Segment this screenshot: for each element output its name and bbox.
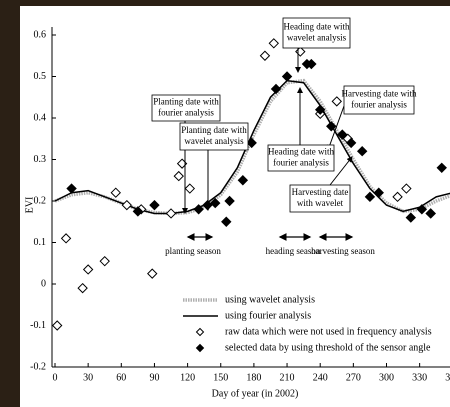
x-tick-label: 240: [313, 372, 328, 383]
annotation-text: fourier analysis: [273, 158, 329, 168]
x-tick-label: 0: [53, 372, 58, 383]
x-tick-label: 180: [246, 372, 261, 383]
x-tick-label: 270: [346, 372, 361, 383]
y-tick-label: 0.1: [34, 237, 47, 248]
annotation-text: wavelet analysis: [184, 136, 244, 146]
annotation-text: Planting date with: [153, 97, 219, 107]
y-tick-label: 0.3: [34, 154, 47, 165]
annotation-text: fourier analysis: [351, 100, 407, 110]
season-label: planting season: [165, 246, 221, 256]
annotation-text: Planting date with: [181, 125, 247, 135]
x-tick-label: 90: [149, 372, 159, 383]
annotation-text: fourier analysis: [158, 108, 214, 118]
x-tick-label: 300: [379, 372, 394, 383]
x-tick-label: 330: [412, 372, 427, 383]
x-tick-label: 360: [445, 372, 450, 383]
annotation-text: wavelet analysis: [287, 33, 347, 43]
y-tick-label: 0.6: [34, 29, 47, 40]
y-tick-label: 0.4: [34, 112, 47, 123]
legend-label: raw data which were not used in frequenc…: [225, 326, 432, 337]
x-tick-label: 30: [83, 372, 93, 383]
legend-label: using wavelet analysis: [225, 294, 315, 305]
legend-label: using fourier analysis: [225, 310, 311, 321]
annotation-text: with wavelet: [297, 198, 344, 208]
page: Day of year (in 2002) EVI 03060901201501…: [0, 0, 450, 407]
chart: Day of year (in 2002) EVI 03060901201501…: [0, 0, 450, 407]
legend-label: selected data by using threshold of the …: [225, 342, 431, 353]
annotation-text: Harvesting date with: [342, 89, 417, 99]
annotation-text: Harvesting date: [292, 187, 349, 197]
y-tick-label: 0: [41, 278, 46, 289]
y-tick-label: 0.5: [34, 71, 47, 82]
annotation-text: Heading date with: [268, 147, 334, 157]
y-tick-label: -0.1: [30, 320, 46, 331]
x-tick-label: 210: [280, 372, 295, 383]
x-tick-label: 120: [180, 372, 195, 383]
y-tick-label: -0.2: [30, 361, 46, 372]
x-tick-label: 150: [213, 372, 228, 383]
y-tick-label: 0.2: [34, 195, 47, 206]
x-tick-label: 60: [116, 372, 126, 383]
annotation-text: Heading date with: [284, 22, 350, 32]
x-axis-label: Day of year (in 2002): [212, 388, 299, 399]
season-label: harvesting season: [311, 246, 375, 256]
